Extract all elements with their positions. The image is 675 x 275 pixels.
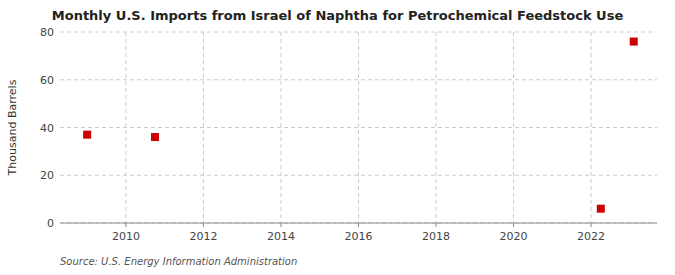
title: Monthly U.S. Imports from Israel of Naph… [52,8,624,23]
y-grid-line [60,79,657,80]
x-tick [436,223,437,227]
source-note: Source: U.S. Energy Information Administ… [60,256,297,267]
x-tick-label: 2014 [267,230,295,243]
point [83,131,91,139]
x-grid-line [591,32,592,223]
grid [60,32,657,223]
chart-svg: Monthly U.S. Imports from Israel of Naph… [0,0,675,275]
x-tick-label: 2020 [500,230,528,243]
x-axis-line [60,223,657,224]
chart-container: Monthly U.S. Imports from Israel of Naph… [0,0,675,275]
x-grid-line [203,32,204,223]
x-grid-line [125,32,126,223]
x-tick-label: 2018 [422,230,450,243]
axes: 0 20 40 60 80 2010 2012 2014 2016 2018 2020 2022 [40,26,657,243]
y-tick-label: 20 [40,169,54,182]
y-tick-label: 0 [47,217,54,230]
y-grid-line [60,127,657,128]
points [83,38,638,213]
x-tick [125,223,126,227]
x-tick [591,223,592,227]
x-tick [280,223,281,227]
y-tick-label: 40 [40,122,54,135]
x-tick [358,223,359,227]
point [151,133,159,141]
y-tick-label: 80 [40,26,54,39]
x-grid-line [280,32,281,223]
x-tick-label: 2010 [112,230,140,243]
y-tick-label: 60 [40,74,54,87]
x-grid-line [358,32,359,223]
x-grid-line [436,32,437,223]
x-tick-label: 2012 [189,230,217,243]
x-tick-label: 2016 [345,230,373,243]
y-grid-line [60,223,657,224]
x-tick-label: 2022 [577,230,605,243]
y-axis-label: Thousand Barrels [6,79,19,176]
x-tick [203,223,204,227]
point [597,205,605,213]
x-tick [513,223,514,227]
x-grid-line [513,32,514,223]
point [630,38,638,46]
